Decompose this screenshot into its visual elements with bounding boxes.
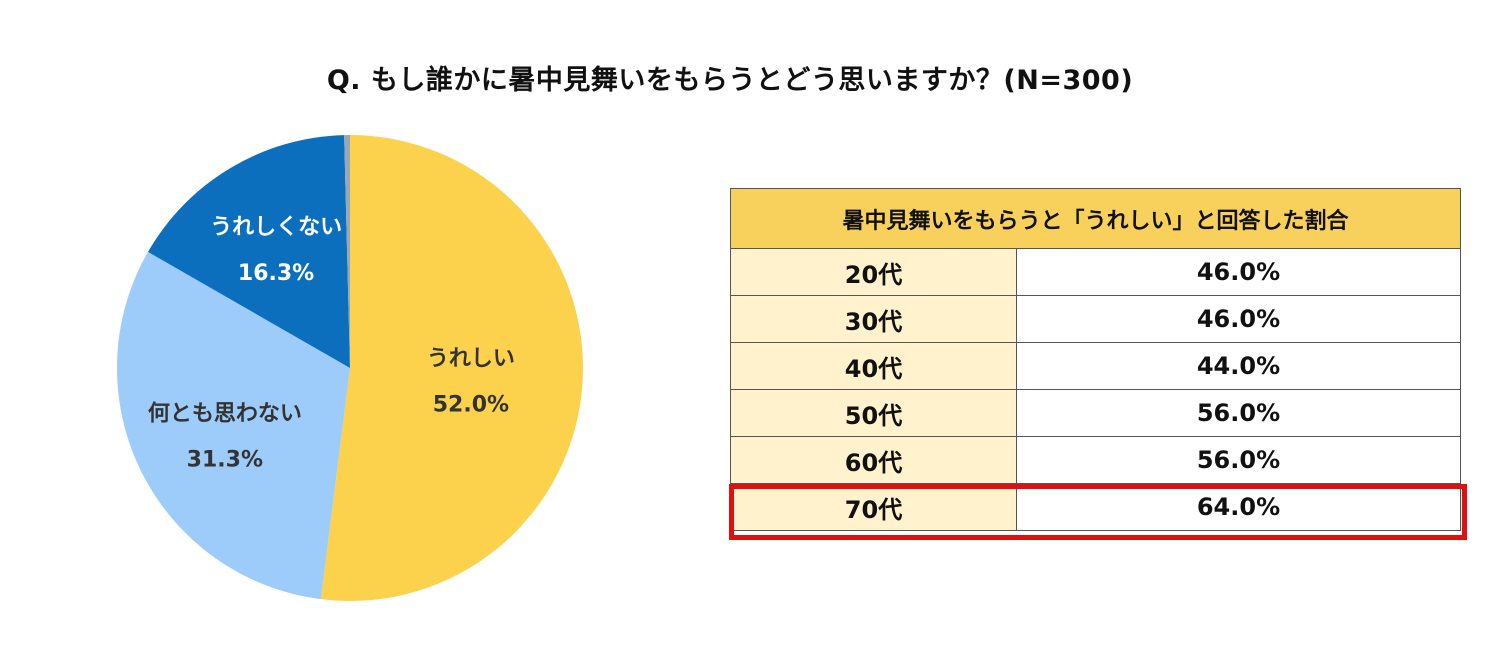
table-row: 60代 56.0% bbox=[730, 436, 1461, 484]
pie-chart-svg: うれしい 52.0% 何とも思わない 31.3% うれしくない 16.3% bbox=[116, 135, 583, 601]
slice-label: うれしくない bbox=[210, 215, 342, 240]
table-row-highlighted: 70代 64.0% bbox=[730, 483, 1461, 531]
table-header: 暑中見舞いをもらうと「うれしい」と回答した割合 bbox=[730, 188, 1461, 249]
age-cell: 60代 bbox=[730, 436, 1017, 484]
pie-slice bbox=[147, 135, 350, 368]
rate-cell: 44.0% bbox=[1016, 342, 1461, 390]
age-cell: 70代 bbox=[730, 483, 1017, 531]
slice-value-label: 31.3% bbox=[187, 447, 263, 472]
age-cell: 40代 bbox=[730, 342, 1017, 390]
table-row: 20代 46.0% bbox=[730, 248, 1461, 296]
rate-cell: 46.0% bbox=[1016, 248, 1461, 296]
pie-slice bbox=[344, 135, 350, 368]
rate-cell: 56.0% bbox=[1016, 436, 1461, 484]
table-header-row: 暑中見舞いをもらうと「うれしい」と回答した割合 bbox=[730, 188, 1461, 249]
pie-slice bbox=[116, 251, 351, 600]
pie-slice bbox=[320, 135, 583, 601]
slice-value-label: 52.0% bbox=[433, 393, 509, 418]
age-rate-table-container: 暑中見舞いをもらうと「うれしい」と回答した割合 20代 46.0% 30代 46… bbox=[730, 188, 1461, 531]
rate-cell: 64.0% bbox=[1016, 483, 1461, 531]
age-cell: 50代 bbox=[730, 389, 1017, 437]
table-row: 50代 56.0% bbox=[730, 389, 1461, 437]
rate-cell: 56.0% bbox=[1016, 389, 1461, 437]
age-cell: 20代 bbox=[730, 248, 1017, 296]
table-row: 30代 46.0% bbox=[730, 295, 1461, 343]
age-rate-table: 暑中見舞いをもらうと「うれしい」と回答した割合 20代 46.0% 30代 46… bbox=[730, 188, 1461, 531]
pie-chart: うれしい 52.0% 何とも思わない 31.3% うれしくない 16.3% bbox=[110, 128, 590, 608]
slice-label: うれしい bbox=[427, 347, 515, 372]
slice-label: 何とも思わない bbox=[148, 400, 302, 426]
slice-value-label: 16.3% bbox=[238, 261, 314, 286]
table-row: 40代 44.0% bbox=[730, 342, 1461, 390]
age-cell: 30代 bbox=[730, 295, 1017, 343]
chart-title: Q. もし誰かに暑中見舞いをもらうとどう思いますか？(N=300) bbox=[326, 65, 1134, 96]
rate-cell: 46.0% bbox=[1016, 295, 1461, 343]
